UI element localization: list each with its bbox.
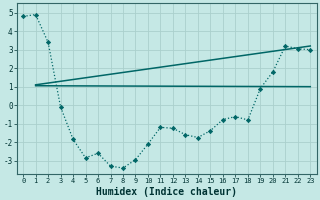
X-axis label: Humidex (Indice chaleur): Humidex (Indice chaleur): [96, 186, 237, 197]
